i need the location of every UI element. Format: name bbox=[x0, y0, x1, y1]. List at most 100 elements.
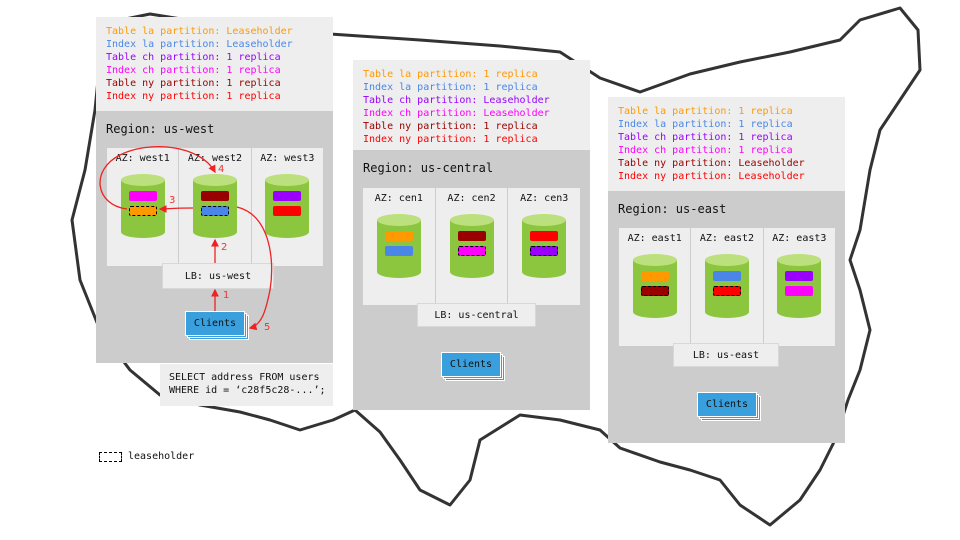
region-title: Region: us-west bbox=[106, 122, 215, 136]
replica bbox=[785, 271, 814, 281]
region-us-central: Region: us-central AZ: cen1 AZ: cen2 AZ: ce… bbox=[353, 150, 590, 410]
database-node-icon bbox=[704, 254, 749, 318]
cylinder-top bbox=[265, 174, 310, 186]
cylinder-top bbox=[192, 174, 237, 186]
partition-legend-us-east: Table la partition: 1 replica Index la pa… bbox=[608, 97, 845, 191]
legend-line: Table la partition: Leaseholder bbox=[106, 26, 293, 37]
clients-stack: Clients bbox=[185, 311, 249, 340]
cylinder-bottom bbox=[522, 266, 567, 278]
step-label-2: 2 bbox=[221, 242, 228, 253]
legend-line: Table ny partition: Leaseholder bbox=[618, 158, 805, 169]
leaseholder-replica bbox=[128, 206, 157, 216]
cylinder-bottom bbox=[120, 226, 165, 238]
az-label: AZ: east2 bbox=[699, 233, 755, 244]
cylinder-bottom bbox=[704, 306, 749, 318]
cylinder-bottom bbox=[265, 226, 310, 238]
partition-legend-us-central: Table la partition: 1 replica Index la pa… bbox=[353, 60, 590, 150]
cylinder-bottom bbox=[632, 306, 677, 318]
availability-zone: AZ: east1 bbox=[619, 228, 692, 346]
step-label-3: 3 bbox=[169, 195, 176, 206]
legend-line: Index la partition: 1 replica bbox=[363, 82, 538, 93]
database-node-icon bbox=[376, 214, 421, 278]
legend-line: Index la partition: Leaseholder bbox=[106, 39, 293, 50]
legend-line: Table ny partition: 1 replica bbox=[106, 78, 281, 89]
database-node-icon bbox=[120, 174, 165, 238]
legend-line: Index ch partition: 1 replica bbox=[618, 145, 793, 156]
availability-zone: AZ: west2 bbox=[179, 148, 252, 266]
database-node-icon bbox=[632, 254, 677, 318]
az-label: AZ: cen1 bbox=[374, 193, 423, 204]
replica bbox=[128, 191, 157, 201]
legend-line: Index ch partition: 1 replica bbox=[106, 65, 281, 76]
cylinder-top bbox=[449, 214, 494, 226]
clients-stack: Clients bbox=[697, 392, 761, 421]
availability-zone: AZ: cen2 bbox=[436, 188, 509, 305]
cylinder-bottom bbox=[192, 226, 237, 238]
database-node-icon bbox=[522, 214, 567, 278]
cylinder-top bbox=[120, 174, 165, 186]
cylinder-top bbox=[522, 214, 567, 226]
legend-line: Index ch partition: Leaseholder bbox=[363, 108, 550, 119]
az-label: AZ: west3 bbox=[260, 153, 315, 164]
cylinder-top bbox=[777, 254, 822, 266]
replica bbox=[384, 231, 413, 241]
leaseholder-replica bbox=[640, 286, 669, 296]
step-label-5: 5 bbox=[264, 322, 271, 333]
legend-line: Table ch partition: Leaseholder bbox=[363, 95, 550, 106]
availability-zone: AZ: cen3 bbox=[508, 188, 580, 305]
legend-line: Table la partition: 1 replica bbox=[618, 106, 793, 117]
az-label: AZ: east3 bbox=[772, 233, 827, 244]
availability-zone: AZ: east3 bbox=[764, 228, 835, 346]
leaseholder-key-label: leaseholder bbox=[128, 451, 195, 462]
sql-query-box: SELECT address FROM users WHERE id = ‘c2… bbox=[160, 364, 333, 406]
legend-line: Table ny partition: 1 replica bbox=[363, 121, 538, 132]
cylinder-bottom bbox=[449, 266, 494, 278]
replica bbox=[384, 246, 413, 256]
legend-line: Index ny partition: 1 replica bbox=[106, 91, 281, 102]
sql-line-2: WHERE id = ‘c28f5c28-...’; bbox=[169, 385, 326, 396]
legend-line: Table ch partition: 1 replica bbox=[618, 132, 793, 143]
availability-zones: AZ: east1 AZ: east2 AZ: east3 bbox=[619, 228, 835, 346]
cylinder-top bbox=[376, 214, 421, 226]
leaseholder-replica bbox=[712, 286, 741, 296]
availability-zones: AZ: west1 AZ: west2 AZ: west3 bbox=[107, 148, 323, 266]
replica bbox=[530, 231, 559, 241]
sql-line-1: SELECT address FROM users bbox=[169, 372, 320, 383]
az-label: AZ: west2 bbox=[187, 153, 243, 164]
replica bbox=[273, 191, 302, 201]
partition-legend-us-west: Table la partition: Leaseholder Index la … bbox=[96, 17, 333, 111]
database-node-icon bbox=[265, 174, 310, 238]
region-us-west: Region: us-west AZ: west1 AZ: west2 AZ: wes… bbox=[96, 111, 333, 363]
availability-zones: AZ: cen1 AZ: cen2 AZ: cen3 bbox=[363, 188, 580, 305]
region-title: Region: us-central bbox=[363, 161, 494, 175]
database-node-icon bbox=[449, 214, 494, 278]
load-balancer: LB: us-west bbox=[162, 263, 274, 289]
az-label: AZ: cen3 bbox=[520, 193, 569, 204]
database-node-icon bbox=[777, 254, 822, 318]
az-label: AZ: cen2 bbox=[447, 193, 496, 204]
replica bbox=[273, 206, 302, 216]
clients-stack: Clients bbox=[441, 352, 505, 381]
step-label-4: 4 bbox=[218, 164, 225, 175]
step-label-1: 1 bbox=[223, 290, 230, 301]
leaseholder-replica bbox=[530, 246, 559, 256]
az-label: AZ: east1 bbox=[627, 233, 682, 244]
legend-line: Index ny partition: Leaseholder bbox=[618, 171, 805, 182]
legend-line: Table ch partition: 1 replica bbox=[106, 52, 281, 63]
replica bbox=[785, 286, 814, 296]
database-node-icon bbox=[192, 174, 237, 238]
load-balancer: LB: us-central bbox=[417, 303, 536, 327]
legend-line: Index ny partition: 1 replica bbox=[363, 134, 538, 145]
leaseholder-replica bbox=[200, 206, 229, 216]
region-us-east: Region: us-east AZ: east1 AZ: east2 AZ: eas… bbox=[608, 191, 845, 443]
clients-label: Clients bbox=[441, 352, 501, 377]
legend-line: Index la partition: 1 replica bbox=[618, 119, 793, 130]
replica bbox=[457, 231, 486, 241]
replica bbox=[640, 271, 669, 281]
cylinder-top bbox=[704, 254, 749, 266]
cylinder-bottom bbox=[777, 306, 822, 318]
leaseholder-replica bbox=[457, 246, 486, 256]
cylinder-bottom bbox=[376, 266, 421, 278]
region-title: Region: us-east bbox=[618, 202, 727, 216]
